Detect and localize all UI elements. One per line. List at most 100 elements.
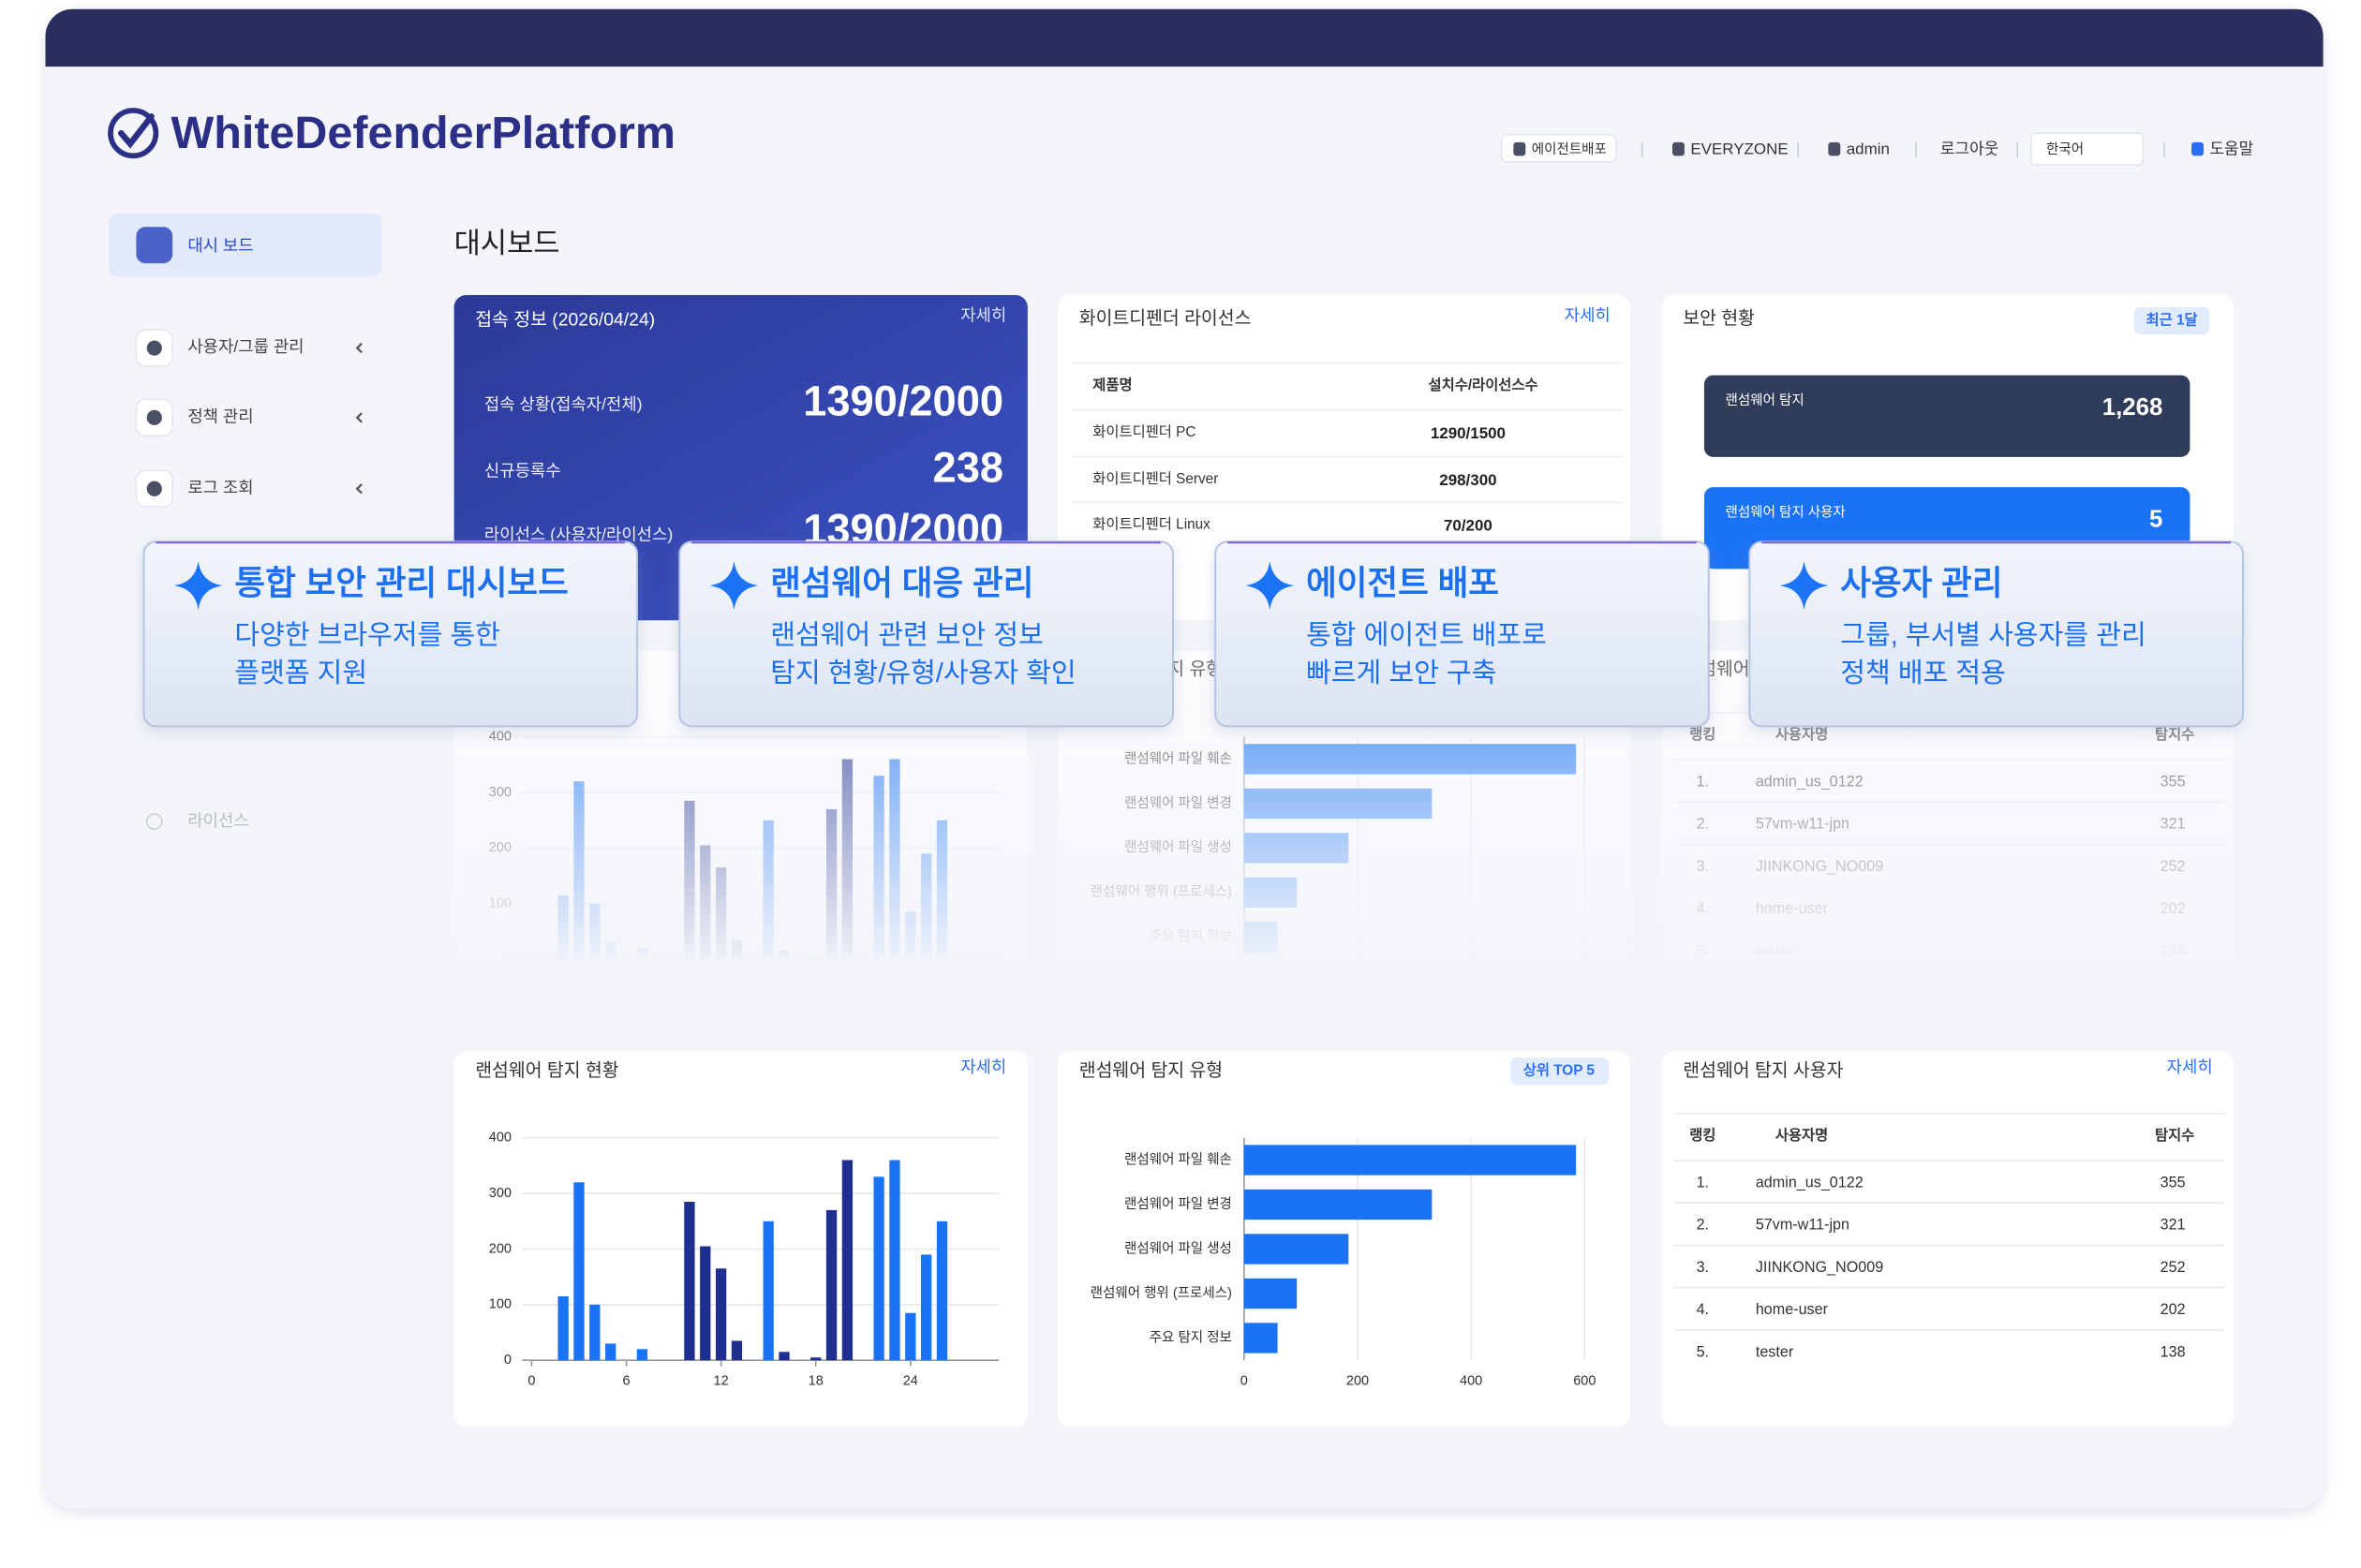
bar [905, 911, 916, 960]
bar [763, 820, 774, 960]
bar [1243, 833, 1349, 864]
x-tick-label: 0 [1240, 973, 1248, 988]
sidebar-item[interactable]: 라이선스 [187, 811, 248, 830]
bar [1243, 1234, 1349, 1265]
y-tick-label: 200 [489, 840, 512, 855]
bar [825, 808, 838, 960]
table-header: 탐지수 [2155, 726, 2194, 743]
nav-item[interactable]: EVERYZONE [1690, 140, 1788, 157]
bar [684, 800, 695, 960]
nav-item[interactable]: 로그아웃 [1940, 140, 1998, 157]
x-tick-label: 18 [809, 973, 824, 988]
y-tick-label: 주요 탐지 정보 [1150, 1329, 1232, 1345]
bar [779, 951, 790, 960]
card-title: 접속 정보 (2026/04/24) [475, 310, 655, 331]
bar [873, 776, 884, 960]
bar [905, 1312, 916, 1361]
table-cell: 5. [1697, 1343, 1709, 1360]
y-tick-label: 랜섬웨어 파일 변경 [1124, 1196, 1232, 1212]
card-title: 랜섬웨어 탐지 사용자 [1683, 1060, 1843, 1081]
card-link[interactable]: 자세히 [960, 1058, 1006, 1076]
x-tick-label: 600 [1573, 973, 1596, 988]
table-cell: 4. [1697, 1301, 1709, 1318]
card-title: 보안 현황 [1683, 308, 1755, 329]
x-tick-label: 200 [1346, 973, 1369, 988]
table-cell: admin_us_0122 [1756, 773, 1864, 790]
sidebar-item[interactable]: 사용자/그룹 관리 [187, 337, 304, 356]
badge-text: 상위 TOP 5 [1523, 1063, 1596, 1079]
sidebar-active[interactable] [109, 213, 382, 277]
star-icon [173, 561, 223, 610]
bar [1243, 1323, 1278, 1354]
table-header: 설치수/라이선스수 [1429, 377, 1538, 393]
table-cell: 2. [1697, 1217, 1709, 1234]
sidebar-icon-glyph [146, 409, 162, 425]
access-label: 신규등록수 [484, 462, 561, 481]
x-tick-label: 0 [527, 1374, 535, 1389]
access-label: 접속 상황(접속자/전체) [484, 395, 643, 414]
card-link[interactable]: 자세히 [960, 305, 1006, 324]
table-cell: tester [1756, 1343, 1794, 1360]
bar [573, 1182, 585, 1361]
table-cell: 1290/1500 [1431, 424, 1506, 442]
y-tick-label: 400 [489, 1131, 512, 1146]
bar [1243, 744, 1577, 775]
x-tick-label: 200 [1346, 1374, 1369, 1389]
table-cell: 화이트디펜더 Server [1092, 471, 1218, 487]
callout-text: 플랫폼 지원 [234, 658, 367, 688]
sidebar-icon-glyph [145, 813, 163, 831]
star-icon [1779, 561, 1829, 610]
nav-item[interactable]: 에이전트배포 [1532, 141, 1607, 157]
badge [2133, 306, 2210, 334]
bar [810, 1357, 822, 1361]
bar [1243, 877, 1298, 909]
nav-item[interactable]: 한국어 [2046, 141, 2084, 157]
chevron [355, 342, 363, 354]
sidebar-item[interactable]: 정책 관리 [187, 407, 253, 426]
bar [825, 1209, 838, 1361]
y-tick-label: 랜섬웨어 파일 생성 [1124, 1240, 1232, 1256]
sidebar-item[interactable]: 로그 조회 [187, 478, 253, 496]
bar [810, 956, 822, 960]
bar [1243, 922, 1278, 953]
x-tick-label: 6 [622, 973, 630, 988]
card-link[interactable]: 자세히 [1565, 305, 1611, 324]
table-cell: 57vm-w11-jpn [1756, 816, 1849, 833]
bar [889, 1160, 900, 1361]
sidebar-item[interactable]: 대시 보드 [187, 236, 253, 255]
card-link[interactable]: 자세히 [2167, 1058, 2213, 1076]
table-cell: 355 [2161, 1174, 2186, 1191]
table-cell: 70/200 [1444, 517, 1492, 535]
callout-text: 탐지 현황/유형/사용자 확인 [770, 658, 1076, 688]
table-cell: 298/300 [1439, 471, 1496, 489]
callout-title: 통합 보안 관리 대시보드 [234, 565, 568, 602]
stat-value: 1,268 [2102, 394, 2163, 421]
nav-item[interactable]: 도움말 [2209, 140, 2253, 157]
table-cell: 3. [1697, 1259, 1709, 1276]
callout-title: 사용자 관리 [1840, 565, 2002, 602]
y-tick-label: 300 [489, 1186, 512, 1201]
sidebar-icon-glyph [146, 481, 162, 496]
logo: WhiteDefenderPlatform [171, 108, 676, 158]
x-tick-label: 12 [714, 1374, 729, 1389]
table-header: 랭킹 [1689, 1127, 1715, 1144]
badge [1510, 1058, 1610, 1086]
table-cell: 1. [1697, 773, 1709, 790]
nav-item[interactable]: admin [1847, 140, 1890, 157]
language-select[interactable] [2030, 132, 2145, 166]
bar [700, 845, 711, 960]
y-tick-label: 100 [489, 896, 512, 911]
table-cell: tester [1756, 942, 1794, 959]
bar [1243, 1189, 1433, 1220]
table-cell: 화이트디펜더 Linux [1092, 517, 1210, 533]
bar [700, 1246, 711, 1361]
callout-text: 통합 에이전트 배포로 [1306, 621, 1547, 651]
y-tick-label: 랜섬웨어 파일 훼손 [1124, 750, 1232, 766]
x-tick-label: 400 [1460, 973, 1482, 988]
